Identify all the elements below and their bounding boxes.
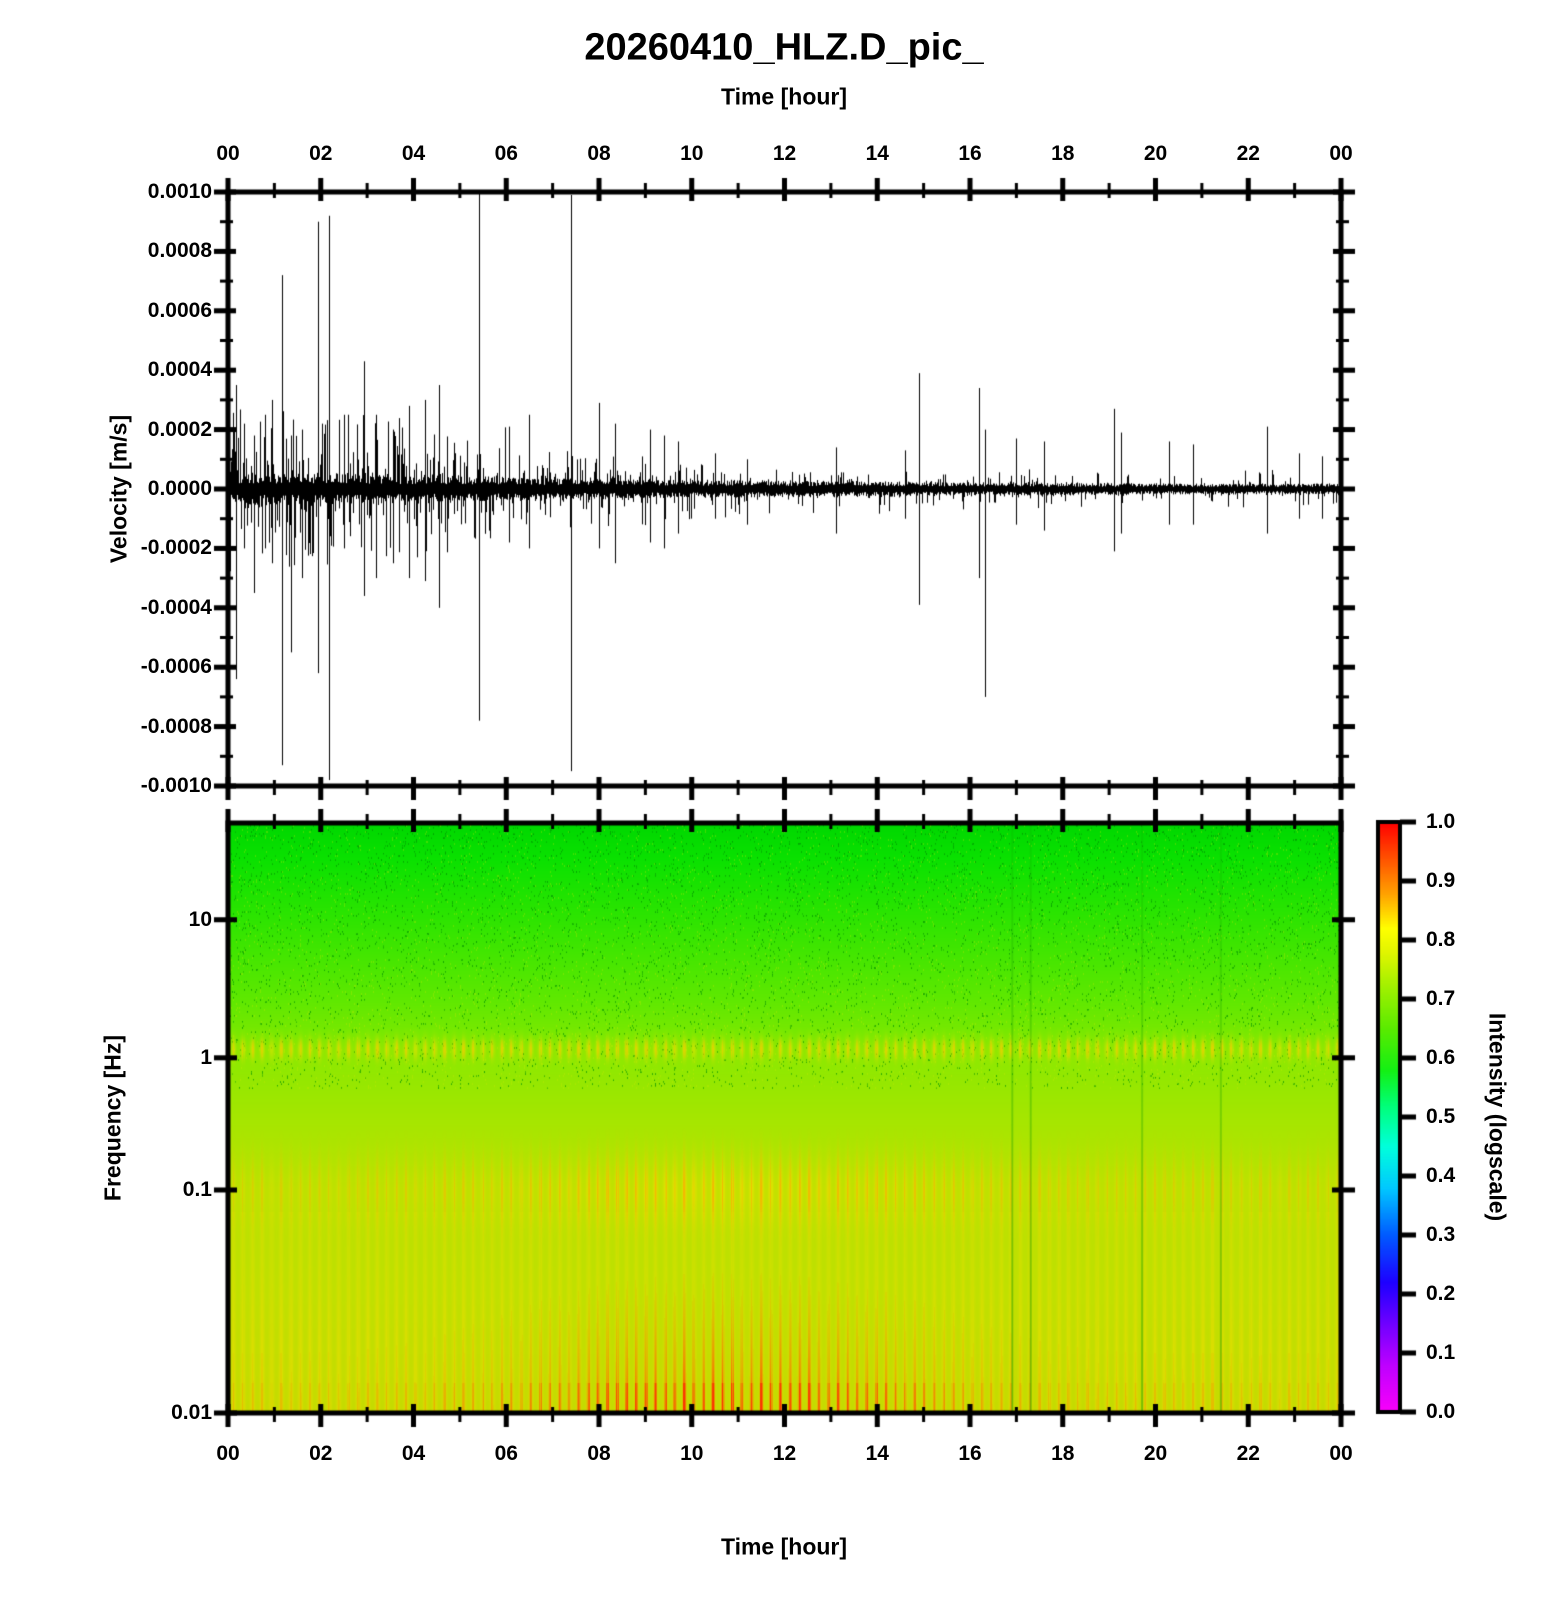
bottom-x-tick-label: 08 bbox=[587, 1442, 611, 1465]
top-x-tick-label: 00 bbox=[1329, 142, 1353, 165]
top-x-tick-label: 20 bbox=[1143, 142, 1168, 165]
spectrogram-y-axis-title: Frequency [Hz] bbox=[99, 1034, 126, 1202]
top-axis-title: Time [hour] bbox=[720, 83, 848, 110]
waveform-y-tick-label: -0.0008 bbox=[140, 714, 212, 738]
waveform-y-tick-label: -0.0002 bbox=[140, 536, 212, 560]
top-x-tick-label: 10 bbox=[680, 142, 704, 165]
waveform-y-tick-label: 0.0004 bbox=[147, 358, 212, 382]
bottom-x-tick-label: 00 bbox=[1329, 1442, 1353, 1465]
waveform-y-tick-label: 0.0006 bbox=[147, 298, 212, 322]
waveform-y-axis-title: Velocity [m/s] bbox=[105, 414, 132, 564]
waveform-y-tick-label: -0.0006 bbox=[140, 655, 212, 679]
bottom-x-tick-label: 02 bbox=[309, 1442, 333, 1465]
top-x-tick-label: 04 bbox=[401, 142, 426, 165]
bottom-x-tick-label: 20 bbox=[1143, 1442, 1168, 1465]
top-x-tick-label: 12 bbox=[772, 142, 797, 165]
spectrogram-y-tick-label: 0.01 bbox=[171, 1401, 212, 1424]
colorbar-tick-label: 0.0 bbox=[1426, 1400, 1456, 1423]
waveform-y-tick-label: -0.0004 bbox=[140, 595, 212, 619]
colorbar-tick-label: 0.6 bbox=[1426, 1046, 1456, 1069]
top-x-tick-label: 14 bbox=[865, 142, 889, 165]
top-x-tick-label: 18 bbox=[1051, 142, 1075, 165]
bottom-x-tick-label: 14 bbox=[865, 1442, 889, 1465]
top-x-tick-label: 22 bbox=[1236, 142, 1260, 165]
bottom-x-tick-label: 06 bbox=[494, 1442, 518, 1465]
top-x-tick-label: 06 bbox=[494, 142, 518, 165]
colorbar-tick-label: 0.7 bbox=[1426, 987, 1456, 1010]
top-x-tick-label: 08 bbox=[587, 142, 611, 165]
top-x-tick-label: 00 bbox=[216, 142, 240, 165]
waveform-y-tick-label: 0.0008 bbox=[147, 239, 212, 263]
waveform-y-tick-label: 0.0000 bbox=[147, 477, 212, 500]
spectrogram-y-tick-label: 1 bbox=[200, 1045, 212, 1069]
bottom-x-tick-label: 22 bbox=[1236, 1442, 1260, 1465]
colorbar-tick-label: 0.2 bbox=[1426, 1282, 1456, 1305]
bottom-x-tick-label: 18 bbox=[1051, 1442, 1075, 1465]
colorbar-tick-label: 0.9 bbox=[1426, 869, 1456, 892]
top-x-tick-label: 16 bbox=[958, 142, 982, 165]
colorbar-tick-label: 0.4 bbox=[1426, 1164, 1456, 1187]
bottom-x-tick-label: 16 bbox=[958, 1442, 982, 1465]
bottom-x-tick-label: 10 bbox=[680, 1442, 704, 1465]
colorbar-tick-label: 0.1 bbox=[1426, 1341, 1456, 1364]
colorbar-title: Intensity (logscale) bbox=[1484, 1012, 1511, 1222]
page-title: 20260410_HLZ.D_pic_ bbox=[584, 26, 984, 69]
spectrogram-y-tick-label: 10 bbox=[188, 907, 212, 931]
waveform-y-tick-label: -0.0010 bbox=[140, 774, 212, 797]
waveform-y-tick-label: 0.0002 bbox=[147, 417, 212, 441]
spectrogram-y-tick-label: 0.1 bbox=[182, 1177, 212, 1201]
colorbar-tick-label: 1.0 bbox=[1426, 810, 1456, 833]
bottom-x-tick-label: 04 bbox=[401, 1442, 426, 1465]
colorbar-tick-label: 0.5 bbox=[1426, 1105, 1456, 1128]
colorbar-tick-label: 0.3 bbox=[1426, 1223, 1456, 1246]
bottom-axis-title: Time [hour] bbox=[720, 1533, 848, 1560]
waveform-y-tick-label: 0.0010 bbox=[147, 180, 212, 203]
top-x-tick-label: 02 bbox=[309, 142, 333, 165]
colorbar-tick-label: 0.8 bbox=[1426, 928, 1456, 951]
bottom-x-tick-label: 00 bbox=[216, 1442, 240, 1465]
bottom-x-tick-label: 12 bbox=[772, 1442, 797, 1465]
